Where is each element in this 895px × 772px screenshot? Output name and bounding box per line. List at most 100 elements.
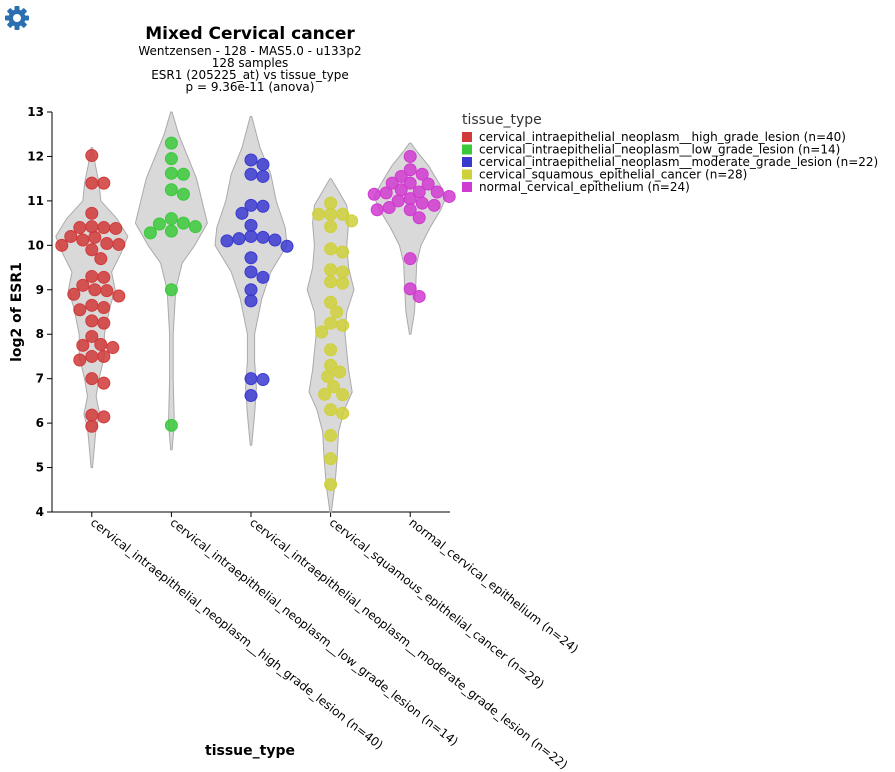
data-point xyxy=(85,149,99,163)
data-point xyxy=(164,183,178,197)
data-point xyxy=(394,169,408,183)
data-point xyxy=(442,189,456,203)
data-point xyxy=(164,283,178,297)
data-point xyxy=(244,265,258,279)
gear-icon[interactable] xyxy=(4,5,30,31)
violin-shape xyxy=(214,115,288,446)
data-point xyxy=(391,194,405,208)
data-point xyxy=(100,237,114,251)
data-point xyxy=(403,163,417,177)
data-point xyxy=(85,314,99,328)
data-point xyxy=(327,380,341,394)
data-point xyxy=(324,452,338,466)
data-point xyxy=(244,218,258,232)
data-point xyxy=(256,169,270,183)
data-point xyxy=(85,349,99,363)
legend: tissue_type cervical_intraepithelial_neo… xyxy=(462,112,878,194)
y-tick-label: 10 xyxy=(27,238,44,252)
data-point xyxy=(164,136,178,150)
data-point xyxy=(324,477,338,491)
x-axis: cervical_intraepithelial_neoplasm__high_… xyxy=(52,511,581,772)
data-point xyxy=(109,221,123,235)
data-point xyxy=(403,282,417,296)
data-point xyxy=(256,373,270,387)
data-point xyxy=(403,149,417,163)
data-point xyxy=(421,177,435,191)
data-point xyxy=(312,207,326,221)
data-point xyxy=(164,152,178,166)
data-point xyxy=(88,230,102,244)
data-point xyxy=(232,232,246,246)
data-point xyxy=(333,365,347,379)
y-tick-label: 12 xyxy=(27,149,44,163)
legend-item-label: cervical_intraepithelial_neoplasm__low_g… xyxy=(479,143,840,157)
data-point xyxy=(85,220,99,234)
data-point xyxy=(330,305,344,319)
y-tick-label: 6 xyxy=(36,416,44,430)
data-point xyxy=(268,233,282,247)
data-point xyxy=(88,283,102,297)
data-point xyxy=(244,389,258,403)
data-point xyxy=(345,214,359,228)
data-point xyxy=(235,206,249,220)
legend-swatch xyxy=(462,169,472,180)
data-point xyxy=(336,265,350,279)
data-point xyxy=(244,153,258,167)
data-point xyxy=(164,166,178,180)
data-point xyxy=(321,369,335,383)
data-point xyxy=(152,217,166,231)
data-point xyxy=(164,418,178,432)
x-tick-label: cervical_intraepithelial_neoplasm__low_g… xyxy=(168,515,461,748)
data-point xyxy=(106,341,120,355)
data-point xyxy=(112,289,126,303)
data-point xyxy=(324,275,338,289)
legend-item-label: cervical_squamous_epithelial_cancer (n=2… xyxy=(479,168,747,182)
data-point xyxy=(324,207,338,221)
data-point xyxy=(76,278,90,292)
data-point xyxy=(73,353,87,367)
data-point xyxy=(64,229,78,243)
y-tick-label: 8 xyxy=(36,327,44,341)
y-axis-label: log2 of ESR1 xyxy=(9,262,25,362)
data-point xyxy=(76,338,90,352)
data-point xyxy=(324,242,338,256)
data-point xyxy=(385,176,399,190)
x-axis-label: tissue_type xyxy=(205,743,295,759)
legend-swatch xyxy=(462,132,472,142)
data-point xyxy=(244,372,258,386)
data-point xyxy=(415,167,429,181)
chart-subtitle-line: 128 samples xyxy=(212,56,289,70)
data-point xyxy=(324,220,338,234)
data-point xyxy=(176,167,190,181)
data-point xyxy=(85,329,99,343)
data-point xyxy=(55,238,69,252)
data-point xyxy=(367,187,381,201)
data-point xyxy=(85,298,99,312)
data-point xyxy=(67,287,81,301)
data-point xyxy=(97,176,111,190)
data-point xyxy=(412,289,426,303)
data-point xyxy=(176,187,190,201)
data-point xyxy=(94,252,108,266)
data-point xyxy=(94,337,108,351)
y-tick-label: 9 xyxy=(36,283,44,297)
data-point xyxy=(256,270,270,284)
data-point xyxy=(403,203,417,217)
y-tick-label: 11 xyxy=(27,194,44,208)
data-point xyxy=(164,224,178,238)
data-point xyxy=(403,192,417,206)
data-point xyxy=(315,325,329,339)
legend-swatch xyxy=(462,157,472,167)
data-point xyxy=(97,410,111,424)
data-point xyxy=(324,343,338,357)
x-tick-label: cervical_intraepithelial_neoplasm__moder… xyxy=(247,515,570,772)
data-point xyxy=(100,284,114,298)
data-point xyxy=(256,230,270,244)
data-point xyxy=(85,269,99,283)
chart-subtitle-line: ESR1 (205225_at) vs tissue_type xyxy=(151,68,349,82)
y-tick-label: 7 xyxy=(36,372,44,386)
data-point xyxy=(415,196,429,210)
legend-item-label: cervical_intraepithelial_neoplasm__moder… xyxy=(479,155,878,169)
